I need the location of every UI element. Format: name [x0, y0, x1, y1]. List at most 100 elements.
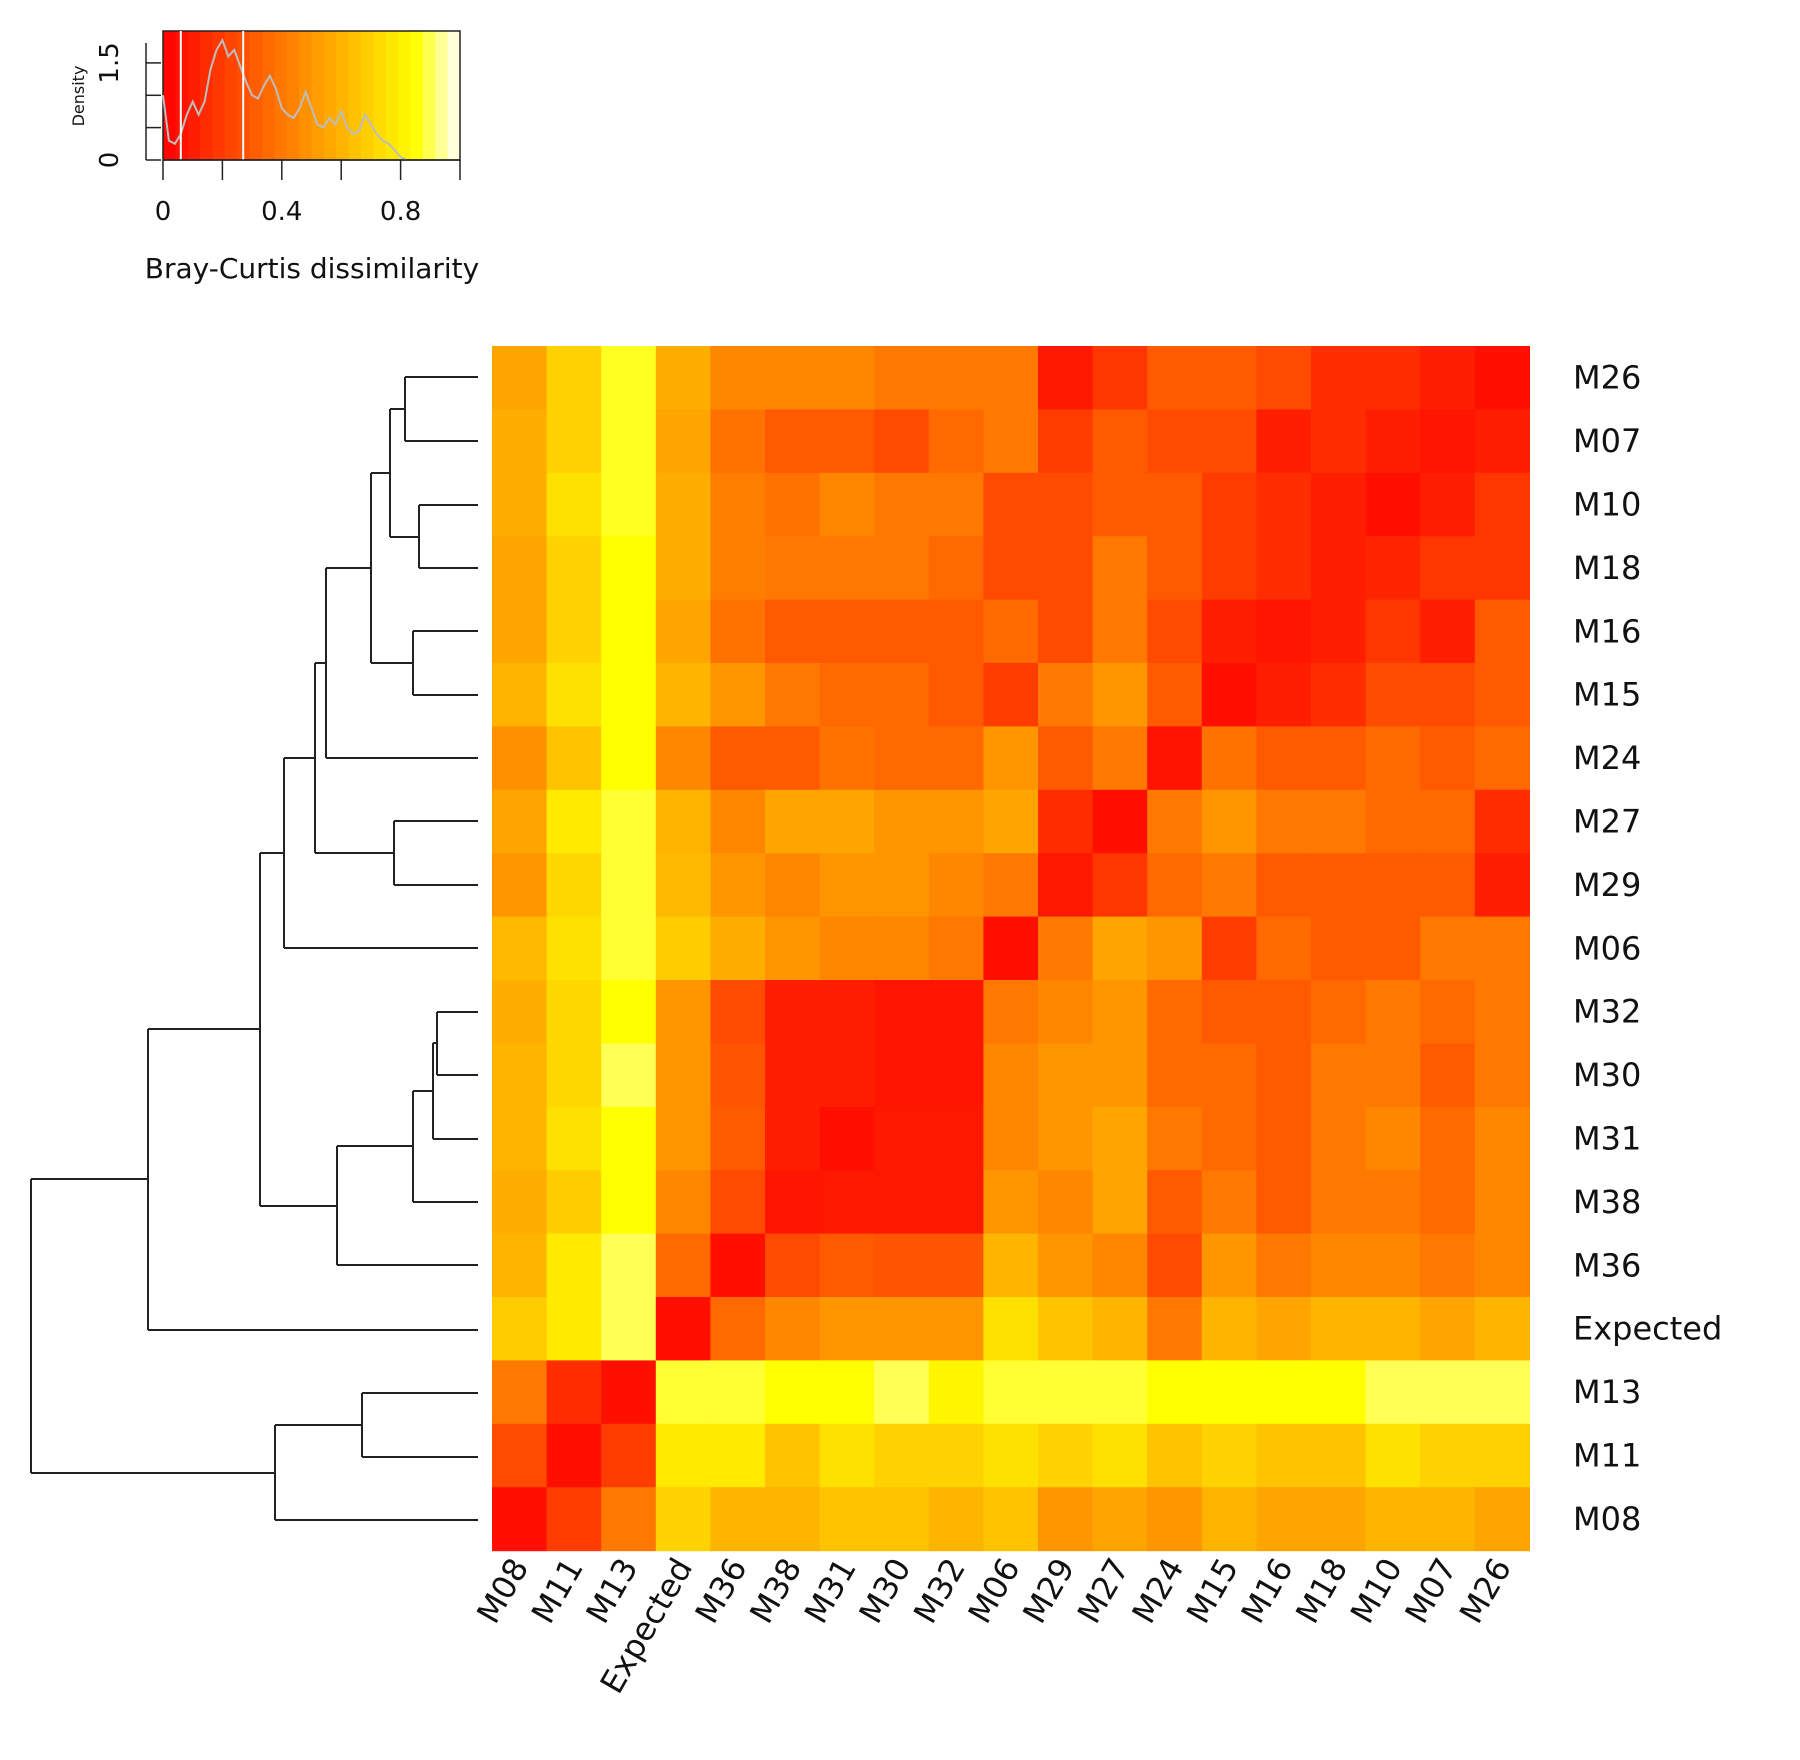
heatmap-cell	[1365, 1233, 1421, 1298]
heatmap-cell	[819, 346, 875, 410]
heatmap-cell	[1038, 1106, 1094, 1171]
heatmap-cell	[1474, 1106, 1530, 1171]
heatmap-cell	[1201, 1297, 1257, 1361]
heatmap-cell	[710, 789, 766, 854]
heatmap-cell	[1201, 789, 1257, 854]
heatmap-cell	[492, 536, 548, 601]
heatmap-cell	[1038, 346, 1094, 410]
heatmap-cell	[928, 789, 984, 854]
heatmap-cell	[983, 726, 1039, 791]
heatmap-cell	[546, 1423, 602, 1488]
heatmap-cell	[710, 916, 766, 981]
heatmap-cell	[710, 1423, 766, 1488]
heatmap-cell	[928, 599, 984, 664]
heatmap-cell	[492, 1360, 548, 1425]
heatmap-cell	[928, 346, 984, 410]
heatmap-cell	[1311, 1233, 1367, 1298]
heatmap-cell	[819, 1360, 875, 1425]
heatmap-cell	[546, 1360, 602, 1425]
row-label: M18	[1573, 549, 1641, 587]
heatmap-cell	[546, 726, 602, 791]
heatmap-cell	[928, 1487, 984, 1552]
column-label: M27	[1070, 1552, 1137, 1630]
heatmap-cell	[601, 1360, 657, 1425]
color-key-bin	[422, 31, 436, 160]
column-label: M15	[1179, 1552, 1246, 1630]
column-label: M31	[797, 1552, 864, 1630]
heatmap-cell	[1147, 1043, 1203, 1108]
heatmap-cell	[1092, 1233, 1148, 1298]
heatmap-cell	[1092, 789, 1148, 854]
heatmap-cell	[1420, 726, 1476, 791]
heatmap-cell	[492, 853, 548, 918]
heatmap-cell	[1365, 1360, 1421, 1425]
row-label: M13	[1573, 1373, 1641, 1411]
heatmap-cell	[1474, 980, 1530, 1044]
heatmap-cell	[765, 536, 821, 601]
heatmap-cell	[1092, 1297, 1148, 1361]
heatmap-cell	[874, 916, 930, 981]
color-key-bin	[274, 31, 288, 160]
heatmap-cell	[601, 1233, 657, 1298]
color-key-title: Bray-Curtis dissimilarity	[145, 252, 479, 285]
heatmap-cell	[655, 1423, 711, 1488]
heatmap-cell	[1365, 346, 1421, 410]
heatmap-cell	[765, 1233, 821, 1298]
heatmap-cell	[601, 409, 657, 474]
heatmap-cell	[765, 726, 821, 791]
heatmap-cell	[1311, 1423, 1367, 1488]
heatmap-cell	[546, 472, 602, 537]
heatmap-cell	[819, 1297, 875, 1361]
heatmap-cell	[1256, 599, 1312, 664]
color-key-bin	[262, 31, 275, 160]
heatmap-cell	[1256, 726, 1312, 791]
heatmap-cell	[928, 663, 984, 727]
heatmap-cell	[655, 789, 711, 854]
heatmap-cell	[765, 1297, 821, 1361]
heatmap-cell	[874, 1043, 930, 1108]
heatmap-cell	[1256, 1170, 1312, 1235]
heatmap-cell	[710, 1106, 766, 1171]
heatmap-cell	[492, 1106, 548, 1171]
row-label: M26	[1573, 359, 1641, 397]
heatmap-cell	[601, 346, 657, 410]
heatmap-cell	[1201, 916, 1257, 981]
heatmap-cell	[492, 663, 548, 727]
heatmap-cell	[601, 1423, 657, 1488]
heatmap-cell	[601, 472, 657, 537]
heatmap-cell	[1256, 1423, 1312, 1488]
heatmap-cell	[819, 536, 875, 601]
heatmap-cell	[1256, 1043, 1312, 1108]
heatmap-cell	[1365, 599, 1421, 664]
heatmap-cell	[710, 1360, 766, 1425]
row-label: M38	[1573, 1183, 1641, 1221]
row-label: M30	[1573, 1056, 1641, 1094]
heatmap-cell	[655, 599, 711, 664]
heatmap-cell	[928, 1043, 984, 1108]
heatmap-cell	[710, 1043, 766, 1108]
row-label: M31	[1573, 1120, 1641, 1158]
heatmap-cell	[1147, 980, 1203, 1044]
heatmap-cell	[1092, 1106, 1148, 1171]
heatmap-cell	[710, 1170, 766, 1235]
heatmap-cell	[492, 599, 548, 664]
color-key-bin	[299, 31, 313, 160]
heatmap-cell	[1474, 346, 1530, 410]
heatmap-cell	[710, 726, 766, 791]
heatmap-cell	[1420, 1170, 1476, 1235]
heatmap-cell	[1038, 409, 1094, 474]
heatmap-cell	[1420, 599, 1476, 664]
heatmap-cell	[928, 472, 984, 537]
heatmap-cell	[601, 1043, 657, 1108]
heatmap-cell	[492, 789, 548, 854]
heatmap-cell	[819, 472, 875, 537]
heatmap-cell	[1256, 472, 1312, 537]
column-label: M26	[1452, 1552, 1519, 1630]
heatmap-cell	[1147, 1423, 1203, 1488]
heatmap-cell	[1201, 853, 1257, 918]
heatmap-cell	[1092, 1043, 1148, 1108]
heatmap-cell	[1201, 346, 1257, 410]
heatmap-cell	[983, 663, 1039, 727]
heatmap-cell	[655, 536, 711, 601]
heatmap-cell	[1311, 1170, 1367, 1235]
